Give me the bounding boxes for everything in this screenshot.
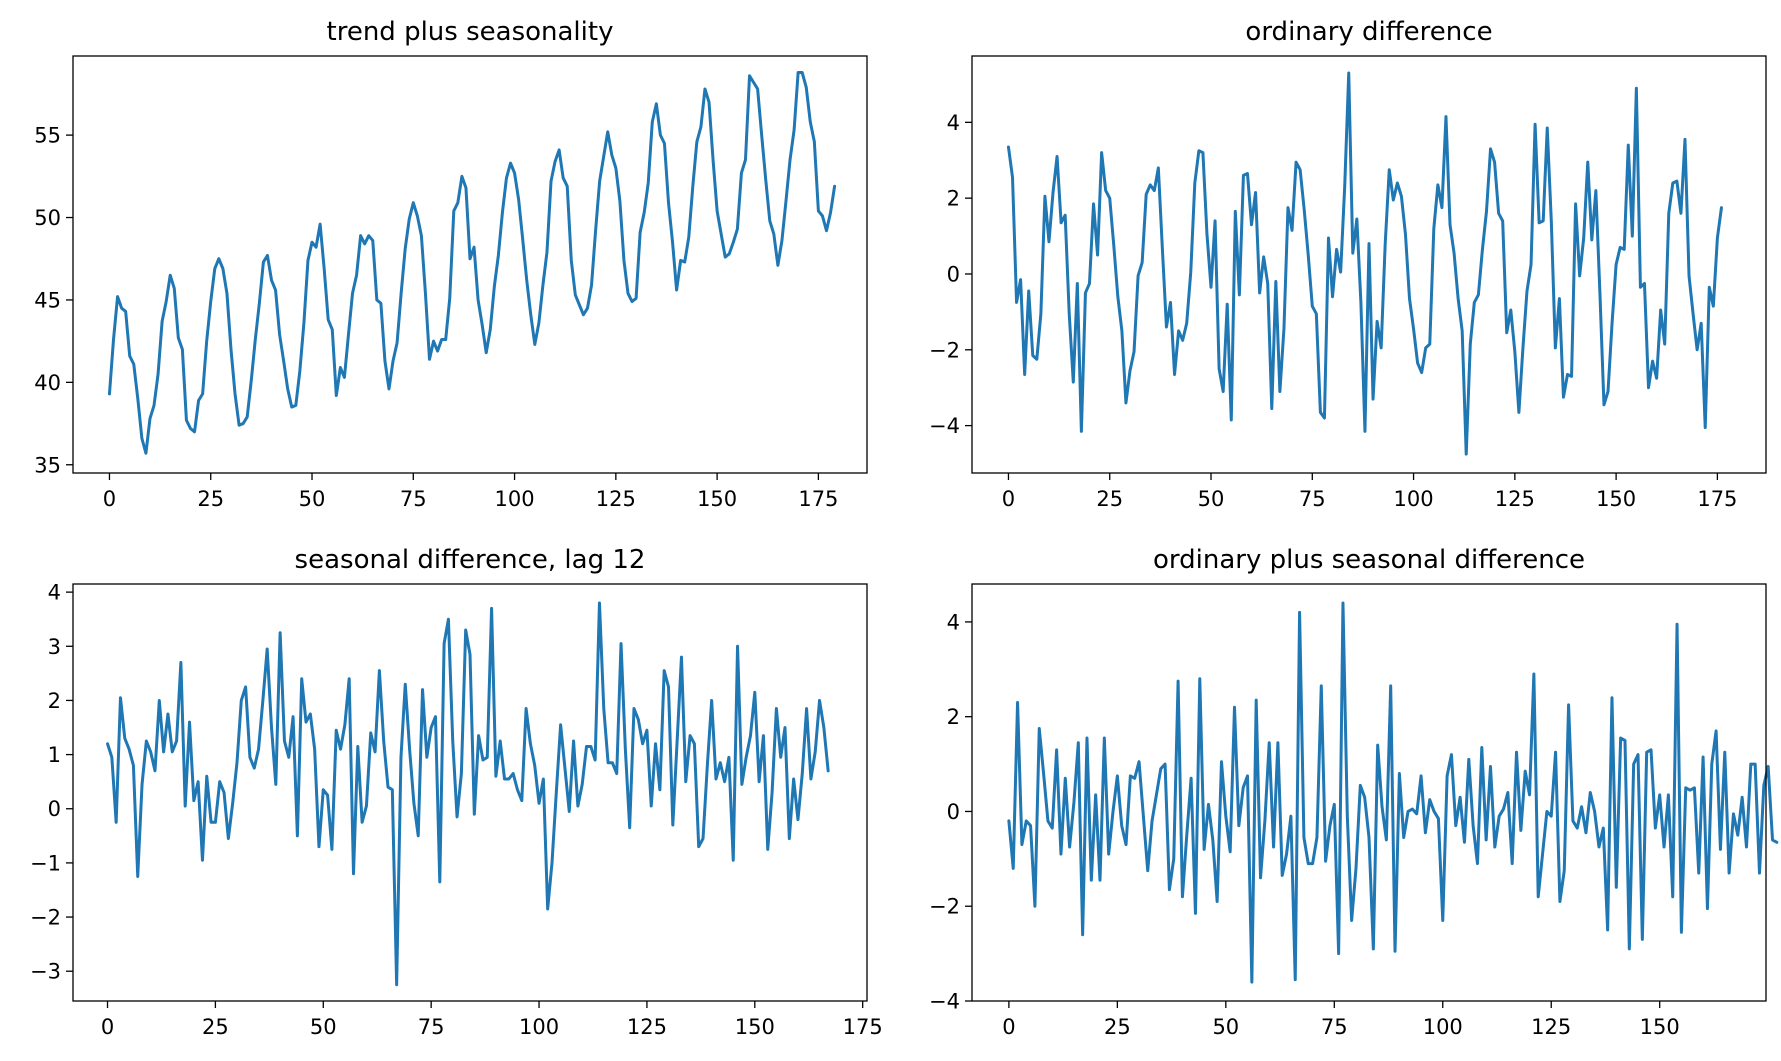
x-tick-label: 175 [1697, 487, 1737, 511]
y-tick-label: −3 [30, 960, 61, 984]
y-tick-label: 40 [34, 371, 61, 395]
x-tick-label: 25 [202, 1015, 229, 1039]
y-tick-label: 2 [947, 187, 960, 211]
y-tick-label: 45 [34, 288, 61, 312]
y-tick-label: 3 [48, 635, 61, 659]
axes-frame [971, 583, 1767, 1002]
y-tick-label: 4 [947, 111, 960, 135]
x-tick-label: 125 [596, 487, 636, 511]
x-tick-label: 150 [1640, 1015, 1680, 1039]
series-line [1007, 601, 1779, 984]
y-tick-label: 0 [947, 800, 960, 824]
y-tick-label: −1 [30, 851, 61, 875]
x-tick-label: 150 [735, 1015, 775, 1039]
subplot-1: trend plus seasonality 0 25 50 75 100 125 150 17… [34, 17, 868, 511]
subplot-title: ordinary plus seasonal difference [1153, 545, 1585, 575]
y-tick-label: −2 [30, 906, 61, 930]
x-tick-label: 50 [299, 487, 326, 511]
y-tick-label: −2 [929, 895, 960, 919]
x-tick-label: 50 [1212, 1015, 1239, 1039]
x-tick-label: 25 [1096, 487, 1123, 511]
axes-frame [72, 583, 868, 1002]
x-tick-label: 0 [103, 487, 116, 511]
x-tick-label: 100 [495, 487, 535, 511]
x-tick-label: 150 [1596, 487, 1636, 511]
x-tick-label: 175 [798, 487, 838, 511]
y-tick-label: −2 [929, 338, 960, 362]
x-tick-label: 175 [843, 1015, 883, 1039]
x-tick-label: 75 [1299, 487, 1326, 511]
y-tick-label: 4 [48, 581, 61, 605]
axes-frame [72, 55, 868, 474]
y-tick-label: 50 [34, 206, 61, 230]
x-tick-label: 125 [1495, 487, 1535, 511]
subplot-2: ordinary difference 0 25 50 75 100 125 150 175 −4… [929, 17, 1767, 511]
subplot-title: seasonal difference, lag 12 [295, 545, 646, 575]
y-tick-label: 2 [48, 689, 61, 713]
x-tick-label: 75 [1321, 1015, 1348, 1039]
x-tick-label: 150 [697, 487, 737, 511]
series-line [106, 601, 830, 987]
y-tick-label: 1 [48, 743, 61, 767]
y-tick-label: 55 [34, 124, 61, 148]
x-tick-label: 100 [519, 1015, 559, 1039]
x-tick-label: 0 [1002, 487, 1015, 511]
series-line [107, 70, 837, 455]
y-tick-label: 0 [947, 262, 960, 286]
y-tick-label: −4 [929, 990, 960, 1014]
y-tick-label: −4 [929, 414, 960, 438]
x-tick-label: 100 [1423, 1015, 1463, 1039]
x-tick-label: 50 [1198, 487, 1225, 511]
subplot-title: trend plus seasonality [327, 17, 614, 47]
x-tick-label: 125 [1531, 1015, 1571, 1039]
axes-frame [971, 55, 1767, 474]
x-tick-label: 25 [197, 487, 224, 511]
x-tick-label: 100 [1394, 487, 1434, 511]
x-tick-label: 75 [400, 487, 427, 511]
series-line [1006, 71, 1723, 456]
x-tick-label: 0 [1002, 1015, 1015, 1039]
x-tick-label: 125 [627, 1015, 667, 1039]
subplot-3: seasonal difference, lag 12 0 25 50 75 100 125… [30, 545, 883, 1039]
y-tick-label: 0 [48, 797, 61, 821]
y-tick-label: 4 [947, 610, 960, 634]
x-tick-label: 0 [101, 1015, 114, 1039]
y-tick-label: 2 [947, 705, 960, 729]
x-tick-label: 50 [310, 1015, 337, 1039]
x-tick-label: 75 [418, 1015, 445, 1039]
subplot-title: ordinary difference [1245, 17, 1492, 47]
y-tick-label: 35 [34, 453, 61, 477]
subplot-4: ordinary plus seasonal difference 0 25 50 75… [929, 545, 1779, 1039]
x-tick-label: 25 [1104, 1015, 1131, 1039]
